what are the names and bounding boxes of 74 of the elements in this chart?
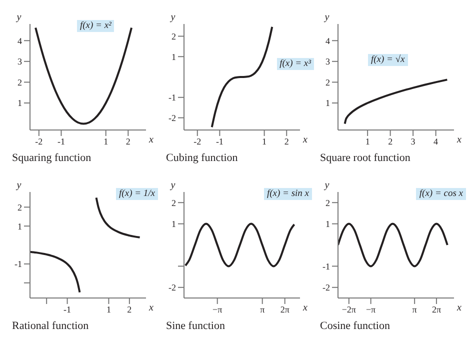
text: Cosine function	[320, 320, 391, 332]
x-tick-label: -1	[64, 304, 72, 314]
annotation: f(x) = x³	[276, 58, 314, 70]
y-tick-label: 4	[326, 36, 330, 46]
x-tick-label: 2	[284, 136, 289, 146]
x-tick-label: -1	[216, 136, 224, 146]
line-series	[95, 196, 141, 238]
y-tick-label: 3	[326, 56, 330, 67]
x-tick-label: −π	[366, 304, 376, 314]
line-series	[210, 26, 274, 128]
y-tick-label: -1	[14, 259, 22, 270]
x-axis-title: x	[456, 302, 462, 314]
y-tick-label: 1	[18, 98, 22, 108]
y-axis-title: y	[16, 180, 22, 191]
x-axis-title: x	[148, 302, 154, 314]
x-tick-label: -1	[57, 136, 65, 146]
x-tick-label: π	[412, 304, 418, 314]
annotation: f(x) = 1/x	[116, 188, 158, 200]
y-tick-label: -2	[168, 282, 176, 293]
x-tick-label: 1	[106, 304, 111, 314]
x-axis-title: x	[456, 134, 462, 146]
y-tick-label: 2	[18, 77, 22, 88]
y-tick-label: -2	[322, 282, 330, 293]
x-axis-title: x	[148, 134, 154, 146]
y-axis-title: y	[324, 180, 330, 191]
x-tick-label: 1	[365, 136, 370, 146]
line-series	[338, 222, 448, 268]
x-tick-label: 2π	[432, 304, 442, 314]
x-tick-label: 2	[126, 136, 130, 146]
y-tick-label: 3	[18, 56, 22, 67]
y-tick-label: 2	[18, 202, 22, 212]
y-tick-label: 1	[172, 52, 176, 62]
annotation: f(x) = sin x	[264, 188, 312, 200]
x-tick-label: −2π	[342, 304, 356, 314]
y-tick-label: -1	[322, 261, 330, 272]
x-axis-title: x	[302, 134, 308, 146]
x-tick-label: -2	[35, 136, 43, 146]
line-series	[30, 250, 81, 294]
annotation: f(x) = √x	[368, 54, 408, 66]
text: Squaring function	[12, 152, 92, 164]
x-tick-label: -2	[194, 136, 202, 146]
y-tick-label: -1	[168, 92, 176, 103]
y-axis-title: y	[170, 12, 176, 23]
y-tick-label: -2	[168, 112, 176, 123]
y-tick-label: 1	[326, 98, 330, 108]
x-tick-label: 3	[410, 136, 416, 146]
line-series	[184, 222, 296, 268]
y-tick-label: 4	[18, 36, 22, 46]
y-axis-title: y	[324, 12, 330, 23]
annotation: f(x) = cos x	[416, 188, 466, 200]
y-tick-label: 1	[326, 218, 330, 229]
y-tick-label: 2	[172, 31, 176, 42]
x-tick-label: 4	[434, 136, 439, 146]
x-tick-label: 1	[262, 136, 267, 146]
y-tick-label: 2	[326, 198, 330, 208]
x-tick-label: π	[260, 304, 266, 314]
x-tick-label: 2	[388, 136, 393, 146]
y-tick-label: 2	[326, 77, 330, 88]
x-tick-label: 1	[104, 136, 108, 146]
x-tick-label: −π	[212, 304, 223, 314]
annotation: f(x) = x²	[77, 20, 114, 32]
x-tick-label: 2π	[280, 304, 290, 314]
y-axis-title: y	[170, 180, 176, 191]
y-tick-label: 1	[18, 221, 22, 232]
text: Rational function	[12, 320, 90, 332]
x-axis-title: x	[302, 302, 308, 314]
x-tick-label: 2	[127, 304, 132, 314]
y-tick-label: 2	[172, 198, 176, 208]
text: Square root function	[320, 152, 412, 164]
text: Cubing function	[166, 152, 239, 164]
y-axis-title: y	[16, 12, 22, 23]
y-tick-label: 1	[172, 218, 176, 229]
line-series	[344, 78, 448, 125]
text: Sine function	[166, 320, 226, 332]
